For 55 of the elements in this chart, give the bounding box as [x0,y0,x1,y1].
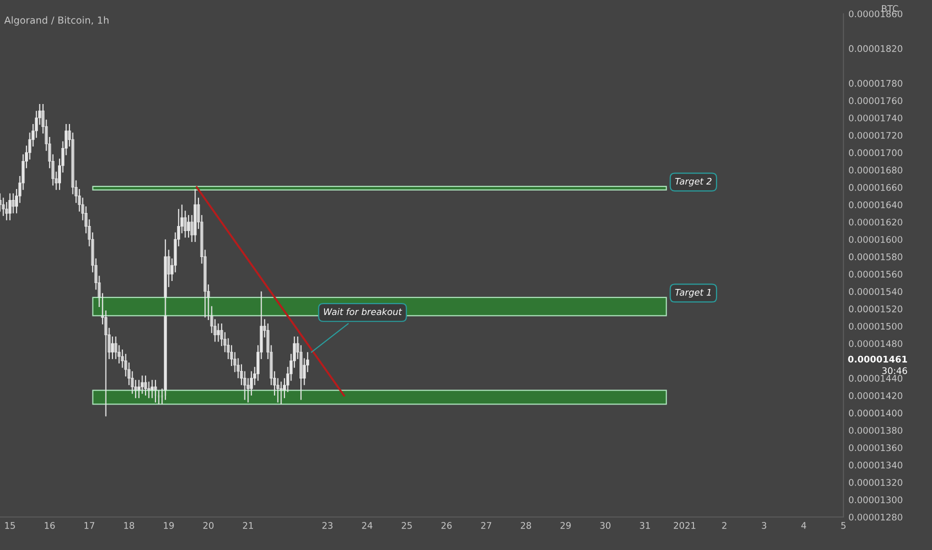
x-tick-label: 31 [640,522,650,529]
y-tick-label: 0.00001720 [848,132,902,139]
y-tick-label: 0.00001680 [848,166,902,174]
chart-title: Algorand / Bitcoin, 1h [4,16,108,26]
x-tick-label: 27 [481,522,492,529]
y-tick-label: 0.00001300 [848,496,902,504]
y-tick-label: 0.00001820 [848,45,902,52]
x-tick-label: 23 [322,522,332,529]
x-tick-label: 30 [600,522,610,529]
x-tick-label: 19 [164,522,174,529]
x-tick-label: 24 [362,522,372,529]
y-tick-label: 0.00001740 [848,114,902,122]
x-tick-label: 17 [84,522,94,529]
annotation: Wait for breakout [324,308,402,316]
y-tick-label: 0.00001440 [848,374,902,382]
y-tick-label: 0.00001640 [848,201,902,208]
x-tick-label: 25 [402,522,412,529]
x-tick-label: 5 [841,522,846,529]
y-axis-title: BTC [882,5,898,12]
y-tick-label: 0.00001280 [848,514,902,521]
x-tick-label: 29 [560,522,571,529]
x-tick-label: 2 [722,522,726,529]
y-tick-label: 0.00001860 [848,10,902,18]
y-tick-label: 0.00001400 [848,410,902,416]
x-tick-label: 26 [441,522,452,529]
x-tick-label: 21 [242,522,253,529]
x-tick-label: 28 [520,522,532,529]
y-tick-label: 0.00001500 [848,322,902,330]
y-tick-label: 0.00001540 [848,288,902,295]
x-tick-label: 16 [44,522,55,529]
y-tick-label: 0.00001380 [848,426,902,434]
x-tick-label: 4 [801,522,806,529]
y-tick-label: 0.00001580 [848,253,902,260]
y-tick-label: 0.00001760 [848,97,902,104]
x-tick-label: 3 [762,522,766,529]
y-tick-label: 0.00001480 [848,340,902,348]
y-tick-label: 0.00001320 [848,479,902,486]
y-tick-label: 0.00001560 [848,270,902,278]
y-tick-label: 0.00001780 [848,80,902,87]
y-tick-label: 0.00001600 [848,236,902,243]
y-tick-label: 0.00001360 [848,444,902,452]
y-tick-label: 0.00001660 [848,184,902,191]
x-tick-label: 18 [124,522,134,529]
y-tick-label: 0.00001620 [848,218,902,226]
text: 30:46 [882,367,908,374]
y-tick-label: 0.00001420 [848,392,902,400]
band-label: Target 1 [675,289,711,298]
text: 0.00001461 [848,356,908,363]
y-tick-label: 0.00001700 [848,149,902,156]
y-tick-label: 0.00001340 [848,462,902,468]
band-label: Target 2 [675,178,712,186]
x-tick-label: 15 [5,522,15,529]
y-tick-label: 0.00001520 [848,305,902,312]
x-tick-label: 20 [203,522,214,529]
x-tick-label: 2021 [674,522,696,529]
